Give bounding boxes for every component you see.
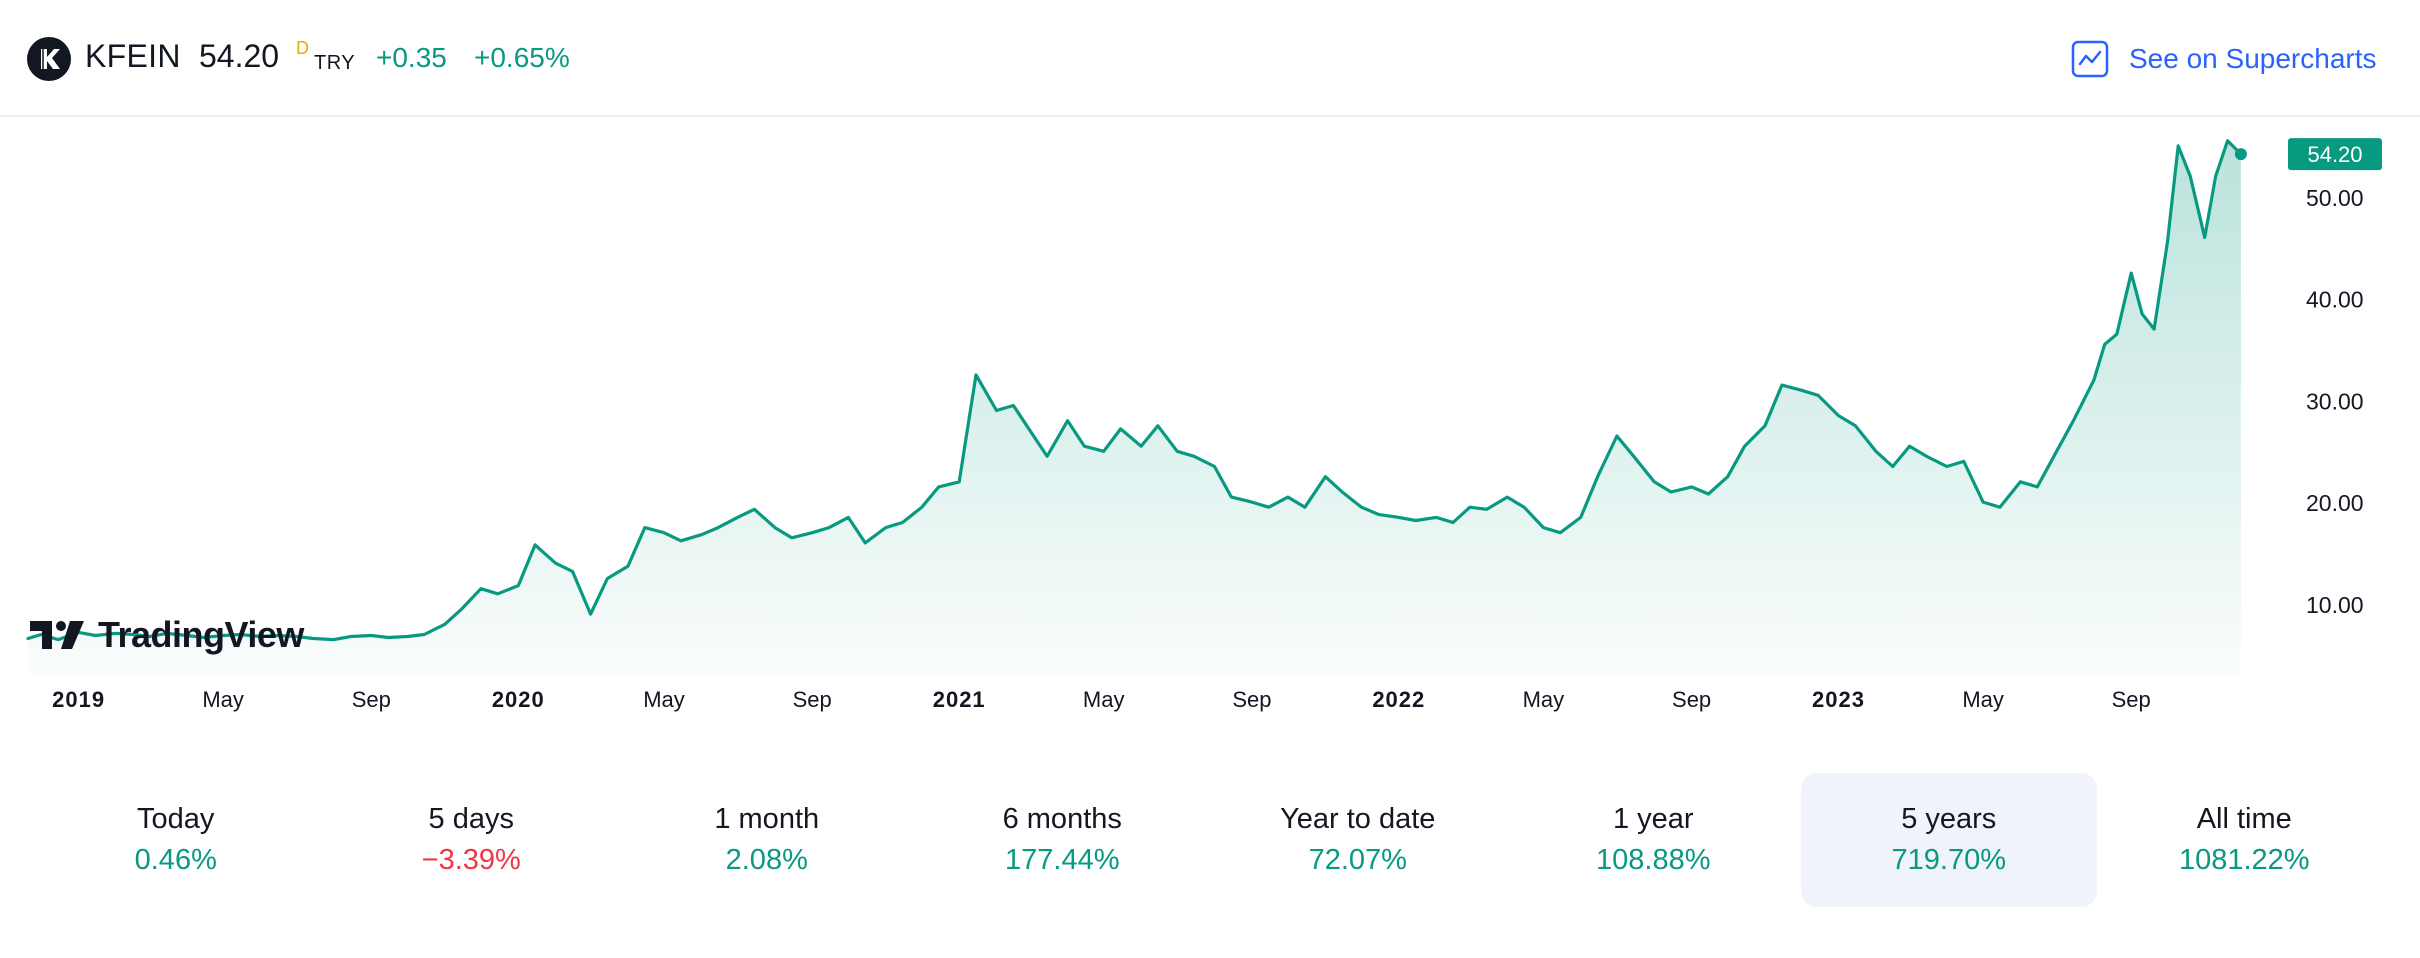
x-axis-tick-label: May	[1962, 687, 2004, 712]
chart-line-icon	[2071, 40, 2109, 78]
see-on-supercharts-link[interactable]: See on Supercharts	[2071, 38, 2377, 80]
x-axis-tick-label: Sep	[2112, 687, 2151, 712]
period-5-years[interactable]: 5 years 719.70%	[1801, 773, 2097, 907]
x-axis-tick-label: Sep	[1672, 687, 1711, 712]
period-year-to-date[interactable]: Year to date 72.07%	[1210, 773, 1506, 907]
x-axis-tick-label: Sep	[352, 687, 391, 712]
period-1-month[interactable]: 1 month 2.08%	[619, 773, 915, 907]
y-axis-tick-label: 30.00	[2306, 388, 2364, 414]
performance-periods: Today 0.46% 5 days −3.39% 1 month 2.08% 6 mont…	[28, 773, 2392, 907]
period-all-time[interactable]: All time 1081.22%	[2097, 773, 2393, 907]
period-label: Today	[137, 803, 215, 835]
period-label: Year to date	[1280, 803, 1436, 835]
x-axis-tick-label: 2021	[933, 687, 986, 712]
last-price-marker	[2234, 148, 2247, 161]
period-change-value: 719.70%	[1891, 844, 2007, 876]
price-change-absolute: +0.35	[376, 42, 447, 73]
period-change-value: 72.07%	[1308, 844, 1407, 876]
period-change-value: 0.46%	[134, 844, 217, 876]
last-price: 54.20	[199, 38, 280, 74]
x-axis-tick-label: 2019	[52, 687, 105, 712]
supercharts-label: See on Supercharts	[2129, 43, 2377, 74]
x-axis-tick-label: May	[643, 687, 685, 712]
x-axis-tick-label: Sep	[1232, 687, 1271, 712]
price-area-chart[interactable]: 10.00 20.00 30.00 40.00 50.00 2019 May Sep 2020…	[0, 117, 2420, 717]
x-axis-tick-label: May	[1083, 687, 1125, 712]
y-axis-tick-label: 20.00	[2306, 490, 2364, 516]
last-price-label: 54.20	[2307, 142, 2362, 167]
period-change-value: −3.39%	[421, 844, 521, 876]
x-axis-tick-label: 2020	[492, 687, 545, 712]
price-change-percent: +0.65%	[474, 42, 570, 73]
period-label: 6 months	[1002, 803, 1122, 835]
period-label: 5 years	[1901, 803, 1997, 835]
tradingview-watermark: TradingView	[30, 614, 304, 656]
period-change-value: 1081.22%	[2178, 844, 2310, 876]
symbol-header: KFEIN 54.20 D TRY +0.35 +0.65% See on Su…	[0, 0, 2420, 117]
period-change-value: 108.88%	[1596, 844, 1711, 876]
period-today[interactable]: Today 0.46%	[28, 773, 324, 907]
currency-label: TRY	[314, 52, 356, 74]
last-price-label-box	[2288, 138, 2382, 171]
period-label: 1 month	[714, 803, 820, 835]
tradingview-brand-name: TradingView	[98, 614, 304, 655]
period-change-value: 177.44%	[1005, 844, 1120, 876]
period-label: 1 year	[1612, 803, 1694, 835]
period-5-days[interactable]: 5 days −3.39%	[324, 773, 620, 907]
x-axis-tick-label: May	[1523, 687, 1565, 712]
y-axis-tick-label: 50.00	[2306, 185, 2364, 211]
x-axis-tick-label: May	[202, 687, 244, 712]
price-area-fill	[28, 140, 2241, 675]
y-axis-tick-label: 40.00	[2306, 287, 2364, 313]
price-type-badge: D	[296, 38, 309, 58]
kfein-logo-icon	[27, 37, 71, 81]
period-6-months[interactable]: 6 months 177.44%	[915, 773, 1211, 907]
period-label: All time	[2196, 803, 2292, 835]
tradingview-logo-icon	[30, 621, 84, 649]
price-series-line	[26, 139, 2243, 642]
x-axis-tick-label: 2022	[1372, 687, 1425, 712]
period-label: 5 days	[428, 803, 514, 835]
x-axis-tick-label: 2023	[1812, 687, 1865, 712]
x-axis-tick-label: Sep	[793, 687, 832, 712]
y-axis-tick-label: 10.00	[2306, 592, 2364, 618]
period-change-value: 2.08%	[725, 844, 808, 876]
symbol-name: KFEIN	[85, 38, 181, 74]
period-1-year[interactable]: 1 year 108.88%	[1506, 773, 1802, 907]
